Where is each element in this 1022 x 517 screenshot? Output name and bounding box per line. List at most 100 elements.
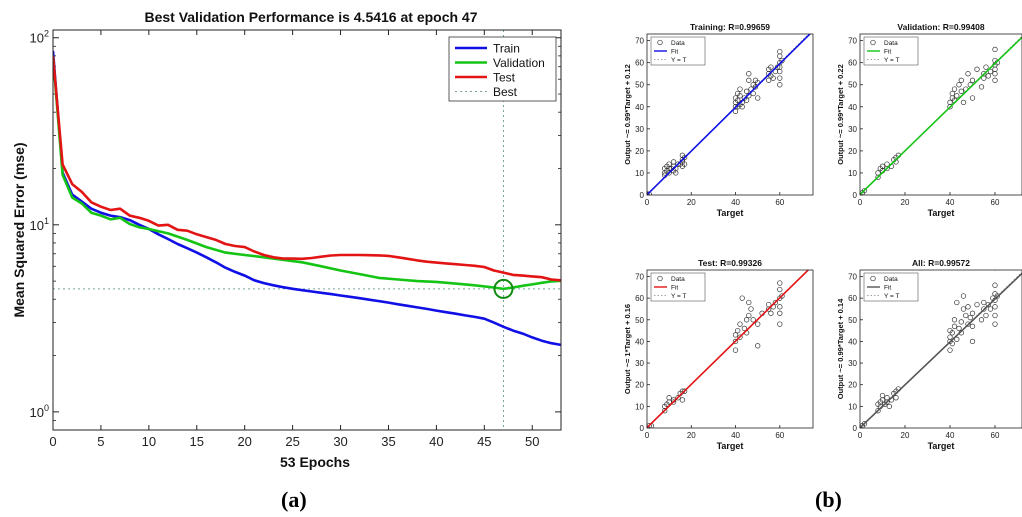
legend-label-identity: Y = T xyxy=(884,57,900,64)
data-point xyxy=(768,310,774,316)
y-tick-label: 30 xyxy=(848,359,857,368)
x-tick-label: 20 xyxy=(901,198,910,207)
data-point xyxy=(750,90,756,97)
data-point xyxy=(735,327,741,334)
x-tick-label: 40 xyxy=(731,198,740,207)
data-point xyxy=(951,323,958,329)
y-tick-label: 60 xyxy=(848,59,857,68)
data-point xyxy=(969,338,976,345)
y-tick-label: 70 xyxy=(848,37,857,46)
data-point xyxy=(983,64,989,70)
data-point xyxy=(647,423,652,428)
legend-label-data: Data xyxy=(671,276,685,283)
data-point xyxy=(768,64,774,70)
x-tick-label: 0 xyxy=(645,198,650,207)
data-point xyxy=(746,312,752,319)
data-point xyxy=(981,306,987,312)
data-point xyxy=(777,75,783,81)
y-tick-label: 0 xyxy=(853,191,858,200)
legend-label-train: Train xyxy=(493,42,520,56)
panel-title: Training: R=0.99659 xyxy=(690,22,770,32)
data-point xyxy=(861,421,868,427)
data-point xyxy=(983,312,989,319)
data-point xyxy=(978,317,985,323)
x-tick-label: 20 xyxy=(901,431,910,440)
x-tick-label: 20 xyxy=(687,431,696,440)
y-tick-label: 70 xyxy=(848,272,857,281)
fit-line xyxy=(647,270,810,428)
data-point xyxy=(746,71,752,77)
data-point xyxy=(947,99,953,106)
panel-x-label: Target xyxy=(928,441,955,451)
series-line-test xyxy=(53,55,561,282)
data-point xyxy=(679,397,686,403)
data-point xyxy=(992,312,998,319)
data-point xyxy=(969,77,976,83)
x-tick-label: 40 xyxy=(946,198,955,207)
chart-title: Best Validation Performance is 4.5416 at… xyxy=(144,9,477,25)
data-point xyxy=(675,395,681,401)
data-point xyxy=(987,68,994,75)
y-tick-label: 30 xyxy=(635,359,644,368)
data-point xyxy=(739,104,745,110)
data-point xyxy=(956,82,962,88)
data-point xyxy=(992,46,998,53)
regression-panel-validation: 0 20 40 60 0 10 20 30 40 50 60 70 Validation: R=0.99… xyxy=(836,22,1022,218)
regression-panel-test: 0 20 40 60 0 10 20 30 40 50 60 70 Test: R=0.99326 Tar… xyxy=(623,258,814,451)
panel-x-label: Target xyxy=(717,208,744,218)
legend-label-data: Data xyxy=(884,276,898,283)
fit-line xyxy=(860,36,1022,195)
legend-label-data: Data xyxy=(884,40,898,47)
legend-label-best: Best xyxy=(493,85,518,99)
data-point xyxy=(737,86,743,92)
data-point xyxy=(755,343,761,349)
data-point xyxy=(741,325,748,332)
data-point xyxy=(755,95,761,101)
y-tick-label: 20 xyxy=(848,381,857,390)
x-tick-label: 5 xyxy=(97,434,104,449)
panel-y-label: Output ~= 0.99*Target + 0.12 xyxy=(623,64,632,165)
x-tick-label: 0 xyxy=(645,431,650,440)
data-point xyxy=(958,77,964,83)
data-point xyxy=(666,170,672,176)
y-tick-label: 40 xyxy=(635,337,644,346)
data-point xyxy=(743,97,750,103)
legend-box xyxy=(448,36,557,102)
x-tick-label: 60 xyxy=(991,431,1000,440)
y-tick-label: 60 xyxy=(848,294,857,303)
data-point xyxy=(969,310,976,316)
x-tick-label: 10 xyxy=(142,434,156,449)
legend-label-fit: Fit xyxy=(884,49,891,56)
y-tick-label: 20 xyxy=(848,147,857,156)
data-point xyxy=(958,319,964,325)
data-point xyxy=(732,338,739,345)
data-point xyxy=(737,93,743,99)
legend-label-fit: Fit xyxy=(671,49,678,56)
y-tick-label: 102 xyxy=(30,29,49,46)
panel-y-label: Output ~= 1*Target + 0.16 xyxy=(623,304,632,394)
series-line-validation xyxy=(53,55,561,291)
data-point xyxy=(949,330,955,336)
data-point xyxy=(861,187,868,194)
y-tick-label: 40 xyxy=(848,103,857,112)
y-tick-label: 50 xyxy=(635,316,644,325)
x-tick-label: 20 xyxy=(237,434,251,449)
data-point xyxy=(947,334,953,340)
data-point xyxy=(743,317,750,323)
x-tick-label: 35 xyxy=(381,434,395,449)
data-point xyxy=(949,340,955,347)
panel-title: All: R=0.99572 xyxy=(912,258,970,268)
data-point xyxy=(969,323,976,329)
y-tick-label: 0 xyxy=(853,424,858,433)
data-point xyxy=(777,310,783,316)
legend-box xyxy=(863,36,919,66)
panel-y-label: Output ~= 0.99*Target + 0.14 xyxy=(836,298,845,399)
y-tick-label: 30 xyxy=(635,125,644,134)
data-point xyxy=(992,77,998,83)
data-point xyxy=(974,301,980,308)
y-tick-label: 50 xyxy=(848,81,857,90)
data-point xyxy=(992,321,998,327)
data-point xyxy=(777,321,783,327)
